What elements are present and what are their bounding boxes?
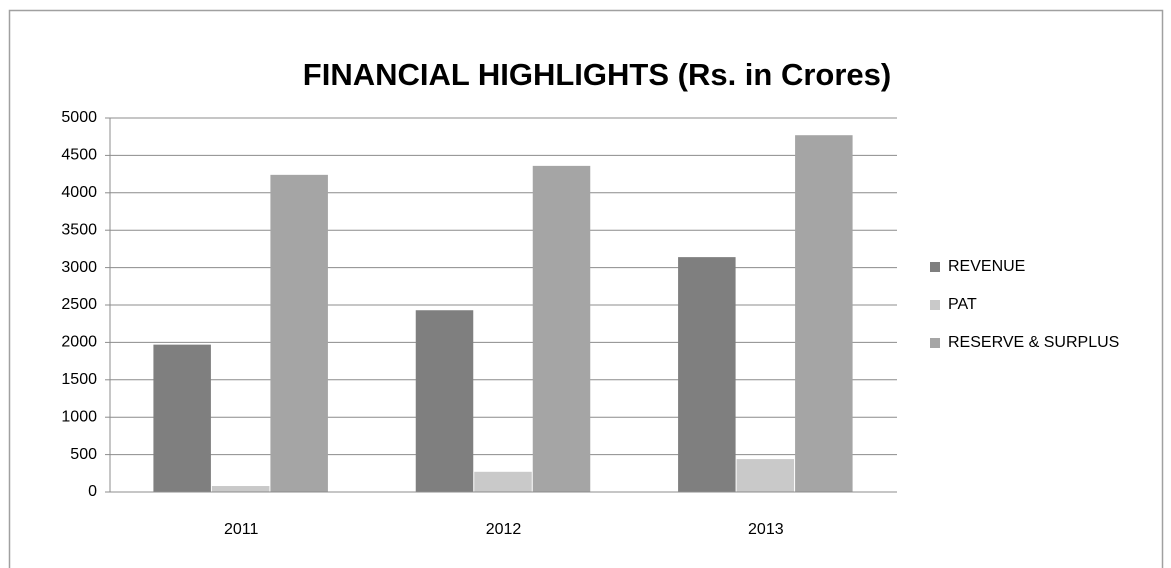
y-tick-label: 1500 <box>61 371 97 388</box>
x-tick-label: 2012 <box>486 521 522 538</box>
bar <box>270 174 328 492</box>
y-tick-label: 2000 <box>61 334 97 351</box>
bar <box>415 310 474 492</box>
bar <box>474 471 532 492</box>
bar <box>736 459 795 492</box>
chart-title: FINANCIAL HIGHLIGHTS (Rs. in Crores) <box>303 57 891 92</box>
y-tick-label: 500 <box>70 446 97 463</box>
x-tick-label: 2011 <box>224 521 259 538</box>
y-tick-label: 4000 <box>61 184 97 201</box>
y-tick-label: 3000 <box>61 259 97 276</box>
legend-swatch <box>930 300 940 310</box>
bar <box>678 257 736 492</box>
y-tick-label: 5000 <box>61 109 97 126</box>
x-tick-label: 2013 <box>748 521 784 538</box>
bar <box>153 344 211 492</box>
y-tick-label: 3500 <box>61 221 97 238</box>
y-tick-label: 4500 <box>61 147 97 164</box>
legend-swatch <box>930 262 940 272</box>
legend-swatch <box>930 338 940 348</box>
y-tick-label: 1000 <box>61 408 97 425</box>
bar <box>211 486 270 492</box>
y-tick-label: 2500 <box>61 296 97 313</box>
bar <box>532 165 591 492</box>
legend-label: PAT <box>948 296 977 313</box>
y-tick-label: 0 <box>88 483 97 500</box>
legend-label: RESERVE & SURPLUS <box>948 334 1119 351</box>
legend-label: REVENUE <box>948 258 1025 275</box>
bar <box>795 135 853 493</box>
